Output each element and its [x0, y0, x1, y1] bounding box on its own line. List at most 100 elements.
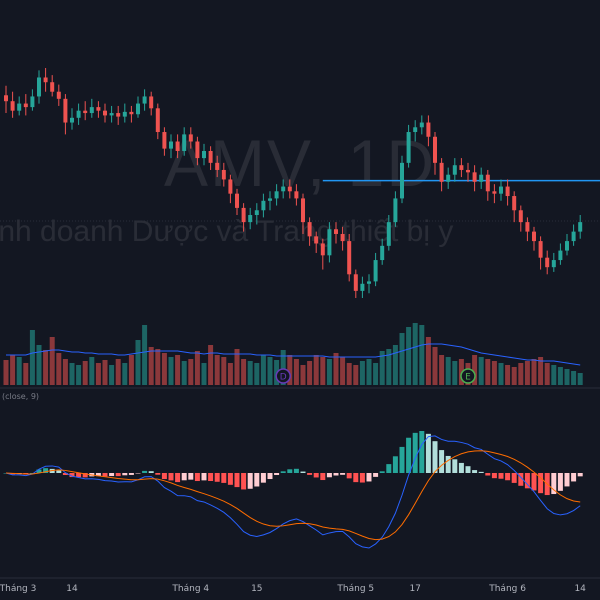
macd-histogram-bar — [122, 473, 128, 476]
volume-bar — [142, 325, 148, 385]
macd-histogram-bar — [95, 473, 101, 477]
macd-histogram-bar — [155, 473, 161, 475]
x-tick-label: Tháng 6 — [489, 584, 526, 594]
macd-histogram-bar — [181, 473, 187, 481]
candle-body — [281, 186, 286, 192]
candle-body — [419, 122, 424, 128]
candle-body — [340, 233, 345, 242]
macd-histogram-bar — [241, 473, 247, 490]
volume-bar — [69, 363, 75, 385]
volume-bar — [16, 357, 22, 385]
macd-histogram-bar — [254, 473, 260, 487]
macd-histogram-bar — [188, 473, 194, 480]
macd-histogram-bar — [247, 473, 253, 489]
volume-bar — [76, 365, 82, 385]
candle-body — [30, 96, 35, 108]
volume-bar — [168, 357, 174, 385]
volume-bar — [445, 357, 451, 385]
candle-body — [466, 169, 470, 173]
volume-bar — [551, 365, 557, 385]
candle-body — [565, 241, 569, 251]
volume-bar — [221, 357, 227, 385]
candle-body — [532, 231, 536, 242]
macd-histogram-bar — [557, 473, 563, 491]
volume-bar — [214, 355, 220, 385]
event-marker — [460, 368, 476, 384]
macd-histogram-bar — [498, 473, 504, 479]
candle-body — [327, 229, 332, 256]
volume-bar — [419, 325, 425, 385]
candle-body — [353, 274, 358, 291]
macd-histogram-bar — [392, 456, 398, 473]
volume-bar — [373, 363, 379, 385]
volume-bar — [491, 361, 497, 385]
candle-body — [215, 162, 220, 170]
volume-bar — [300, 365, 306, 385]
candle-body — [96, 107, 101, 111]
macd-histogram-bar — [221, 473, 227, 483]
volume-bar — [188, 359, 194, 385]
volume-bar — [62, 359, 68, 385]
volume-bar — [524, 361, 530, 385]
candle-body — [202, 150, 206, 159]
volume-bar — [194, 351, 200, 385]
volume-bar — [386, 349, 392, 385]
volume-bar — [577, 373, 583, 385]
volume-bar — [293, 359, 299, 385]
candle-body — [89, 107, 94, 114]
volume-bar — [29, 330, 35, 385]
event-marker-label: D — [280, 373, 287, 383]
candle-body — [413, 127, 418, 133]
macd-histogram-bar — [43, 468, 49, 473]
x-tick-label: Tháng 3 — [0, 584, 37, 594]
volume-bar — [234, 349, 240, 385]
candle-body — [380, 245, 385, 261]
volume-bar — [43, 350, 49, 385]
candle-body — [129, 111, 134, 115]
candle-body — [578, 222, 583, 232]
macd-histogram-bar — [445, 455, 451, 473]
candle-body — [472, 172, 477, 182]
volume-bar — [326, 359, 332, 385]
candle-body — [254, 210, 259, 216]
event-marker-label: E — [465, 373, 471, 383]
candle-body — [485, 174, 490, 192]
macd-histogram-bar — [432, 441, 438, 473]
volume-bar — [307, 361, 313, 385]
macd-histogram-bar — [465, 466, 471, 473]
macd-histogram-bar — [29, 472, 35, 474]
macd-histogram-bar — [478, 471, 484, 473]
macd-histogram-bar — [56, 470, 62, 473]
volume-bar — [280, 350, 286, 385]
volume-bar — [102, 360, 108, 385]
candle-body — [43, 77, 48, 83]
candle-body — [268, 198, 272, 201]
volume-bar — [247, 361, 253, 385]
volume-bar — [511, 367, 517, 385]
volume-bar — [544, 363, 550, 385]
candle-body — [347, 241, 352, 275]
macd-histogram-bar — [148, 471, 154, 473]
macd-histogram-bar — [518, 473, 524, 486]
candle-body — [360, 283, 365, 291]
macd-histogram-bar — [102, 473, 108, 477]
macd-histogram-bar — [472, 470, 478, 473]
volume-bar — [287, 355, 293, 385]
macd-histogram-bar — [399, 446, 405, 473]
candle-body — [505, 186, 510, 197]
macd-histogram-bar — [175, 473, 181, 483]
volume-bar — [208, 345, 214, 385]
x-tick-label: Tháng 4 — [172, 584, 210, 594]
candle-body — [433, 136, 437, 163]
candle-body — [23, 103, 28, 108]
macd-histogram-bar — [340, 473, 346, 475]
candle-body — [571, 231, 576, 242]
macd-histogram-bar — [551, 473, 557, 495]
volume-bar — [571, 371, 577, 385]
macd-histogram-bar — [406, 437, 412, 473]
macd-histogram-bar — [353, 473, 359, 483]
macd-histogram-bar — [320, 473, 326, 481]
volume-bar — [36, 345, 42, 385]
macd-histogram-bar — [274, 473, 280, 476]
